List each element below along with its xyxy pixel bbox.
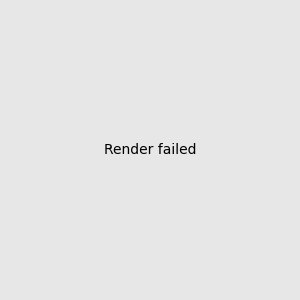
Text: Render failed: Render failed xyxy=(104,143,196,157)
